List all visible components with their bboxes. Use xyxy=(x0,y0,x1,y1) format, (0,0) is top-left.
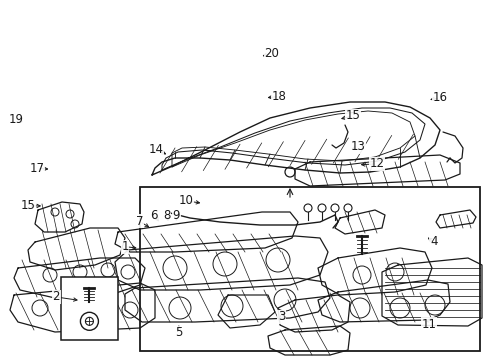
Text: 6: 6 xyxy=(150,209,158,222)
Text: 3: 3 xyxy=(278,310,286,323)
Text: 4: 4 xyxy=(430,235,438,248)
Bar xyxy=(140,187,480,351)
Text: 17: 17 xyxy=(29,162,44,175)
Text: 7: 7 xyxy=(136,215,144,228)
Text: 9: 9 xyxy=(172,209,180,222)
Text: 12: 12 xyxy=(370,157,385,170)
Text: 2: 2 xyxy=(52,291,60,303)
Text: 19: 19 xyxy=(8,113,23,126)
Text: 18: 18 xyxy=(272,90,287,103)
Text: 15: 15 xyxy=(345,109,360,122)
Text: 20: 20 xyxy=(265,47,279,60)
Text: 10: 10 xyxy=(179,194,194,207)
Text: 11: 11 xyxy=(421,318,436,330)
Text: 1: 1 xyxy=(121,240,129,253)
Bar xyxy=(61,277,118,340)
Text: 13: 13 xyxy=(350,140,365,153)
Text: 5: 5 xyxy=(175,327,183,339)
Text: 15: 15 xyxy=(21,199,36,212)
Text: 16: 16 xyxy=(433,91,447,104)
Text: 8: 8 xyxy=(163,209,171,222)
Text: 14: 14 xyxy=(148,143,163,156)
